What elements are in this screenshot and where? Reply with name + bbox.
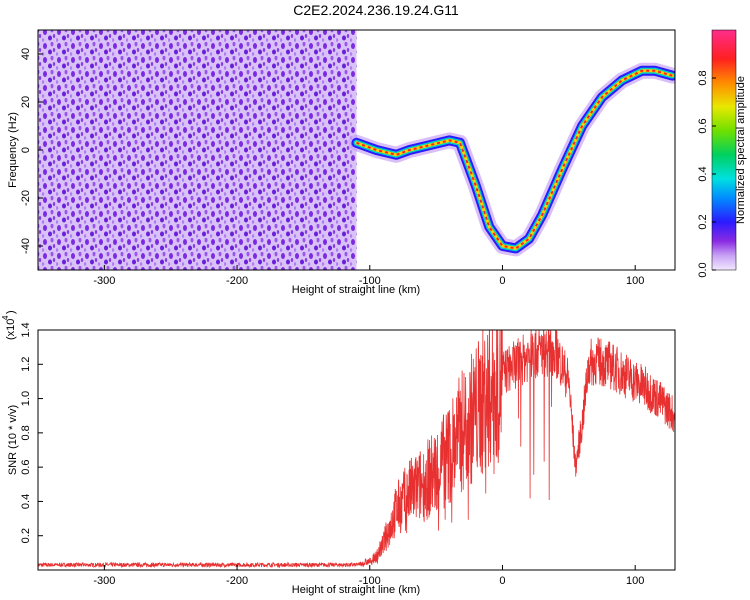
y-scale-close: ) [5, 310, 17, 314]
top-x-tick-label: -200 [226, 275, 248, 287]
bottom-x-ticks: -300 -200 -100 0 100 [93, 565, 644, 587]
bottom-x-tick-label: 100 [626, 575, 644, 587]
bottom-y-tick-label: 1.2 [20, 357, 32, 372]
bottom-x-tick-label: -200 [226, 575, 248, 587]
top-y-tick-label: 20 [20, 96, 32, 108]
bottom-y-axis-title: SNR (10 * v/v) [7, 405, 19, 475]
chart-title: C2E2.2024.236.19.24.G11 [293, 2, 459, 18]
colorbar-tick-label: 0.6 [697, 118, 709, 133]
colorbar-tick-label: 0.0 [697, 262, 709, 277]
top-x-ticks: -300 -200 -100 0 100 [93, 265, 644, 287]
top-y-axis-title: Frequency (Hz) [7, 112, 19, 188]
top-y-ticks: -40 -20 0 20 40 [20, 48, 43, 254]
colorbar-label: Normalized spectral amplitude [735, 76, 747, 224]
bottom-y-ticks: 0.2 0.4 0.6 0.8 1.0 1.2 1.4 [20, 322, 43, 543]
bottom-x-axis-title: Height of straight line (km) [292, 584, 420, 596]
snr-series-line [38, 330, 675, 569]
colorbar-tick-label: 0.2 [697, 214, 709, 229]
top-y-tick-label: -20 [20, 190, 32, 206]
bottom-y-tick-label: 0.2 [20, 528, 32, 543]
top-x-tick-label: -300 [93, 275, 115, 287]
top-y-tick-label: -40 [20, 238, 32, 254]
colorbar-ticks: 0.0 0.2 0.4 0.6 0.8 [697, 70, 716, 278]
bottom-x-tick-label: 0 [499, 575, 505, 587]
y-scale-multiplier: (x10 4 ) [1, 310, 17, 340]
noise-region [38, 30, 357, 270]
bottom-x-tick-label: -100 [359, 575, 381, 587]
snr-panel: -300 -200 -100 0 100 0.2 0.4 0.6 0.8 1.0 1.2 1.4 H… [1, 310, 676, 596]
top-x-tick-label: 100 [626, 275, 644, 287]
top-y-tick-label: 0 [20, 147, 32, 153]
top-x-tick-label: 0 [499, 275, 505, 287]
bottom-x-tick-label: -300 [93, 575, 115, 587]
trace-inner [355, 69, 674, 250]
top-x-tick-label: -100 [359, 275, 381, 287]
bottom-y-tick-label: 1.0 [20, 391, 32, 406]
bottom-y-tick-label: 0.6 [20, 459, 32, 474]
colorbar-tick-label: 0.4 [697, 166, 709, 181]
bottom-y-tick-label: 1.4 [20, 322, 32, 337]
top-y-tick-label: 40 [20, 48, 32, 60]
snr-frame [37, 329, 676, 571]
colorbar-gradient [711, 29, 737, 271]
y-scale-exponent: 4 [1, 315, 10, 320]
y-scale-base: (x10 [5, 319, 17, 340]
bottom-y-tick-label: 0.8 [20, 425, 32, 440]
trace-halo [348, 62, 675, 257]
colorbar-tick-label: 0.8 [697, 70, 709, 85]
top-x-axis-title: Height of straight line (km) [292, 284, 420, 296]
bottom-y-tick-label: 0.4 [20, 494, 32, 509]
colorbar: 0.0 0.2 0.4 0.6 0.8 Normalized spectral ampl… [697, 29, 747, 278]
